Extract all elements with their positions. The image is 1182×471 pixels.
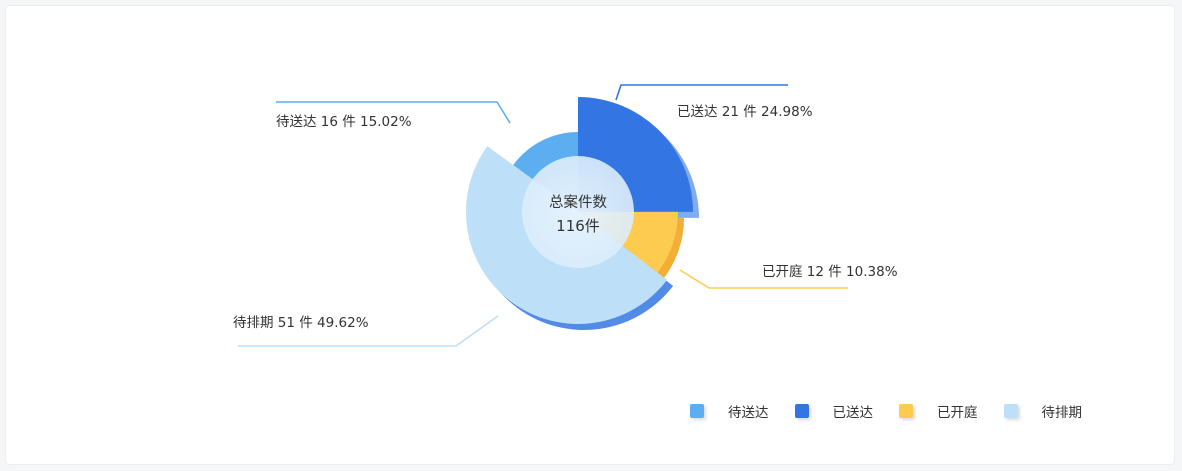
legend-label-hearing-held: 已开庭 (937, 405, 978, 421)
chart-legend: 待送达 已送达 已开庭 待排期 (690, 400, 1108, 422)
pie-center-disc (522, 156, 634, 268)
legend-item-pending-delivery[interactable]: 待送达 (690, 401, 769, 421)
leader-lines-group (238, 84, 848, 347)
leader-line-delivered (615, 84, 788, 101)
legend-label-pending-delivery: 待送达 (728, 405, 769, 421)
slice-label-hearing-held: 已开庭 12 件 10.38% (762, 263, 898, 280)
legend-swatch-hearing-held (899, 404, 913, 418)
leader-line-hearing-held (679, 269, 848, 289)
center-value: 116件 (556, 217, 600, 235)
legend-label-delivered: 已送达 (832, 405, 874, 421)
leader-line-pending-schedule (238, 315, 499, 347)
legend-item-delivered[interactable]: 已送达 (794, 401, 874, 421)
leader-line-pending-delivery (276, 101, 511, 124)
legend-swatch-pending-schedule (1003, 404, 1018, 418)
legend-swatch-pending-delivery (690, 404, 704, 418)
legend-item-pending-schedule[interactable]: 待排期 (1003, 401, 1083, 421)
center-title: 总案件数 (549, 193, 607, 211)
slice-label-delivered: 已送达 21 件 24.98% (677, 104, 813, 120)
legend-swatch-delivered (794, 404, 809, 418)
slice-label-pending-schedule: 待排期 51 件 49.62% (233, 315, 369, 331)
slice-label-pending-delivery: 待送达 16 件 15.02% (276, 114, 412, 130)
legend-item-hearing-held[interactable]: 已开庭 (899, 401, 978, 421)
legend-label-pending-schedule: 待排期 (1041, 405, 1083, 421)
